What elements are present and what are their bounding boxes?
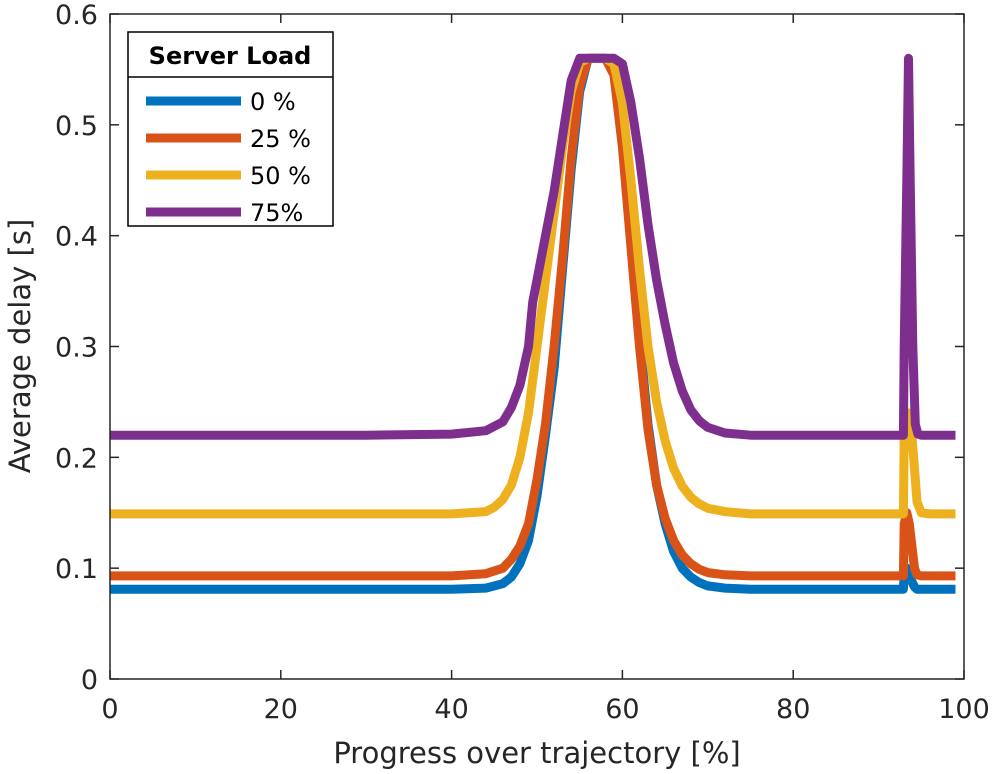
series-line-1 [110,53,956,581]
x-tick-label: 100 [938,694,990,725]
legend: Server Load 0 % 25 % 50 % 75% [127,31,334,227]
y-tick-label: 0.3 [55,333,98,364]
y-tick-label: 0.1 [55,554,98,585]
y-tick-label: 0 [81,665,98,696]
series-line-2 [110,53,956,519]
y-tick-label: 0.4 [55,222,98,253]
y-tick-label: 0.5 [55,111,98,142]
legend-label-3: 75% [250,199,303,227]
series-line-3 [110,53,956,440]
x-tick-label: 60 [605,694,639,725]
x-tick-label: 20 [264,694,298,725]
x-axis-label: Progress over trajectory [%] [333,736,740,770]
y-tick-label: 0.6 [55,0,98,31]
legend-label-2: 50 % [250,162,311,190]
x-tick-label: 80 [776,694,810,725]
y-axis-label: Average delay [s] [3,219,37,474]
legend-title: Server Load [149,42,312,70]
axis-ticks: 0 20 40 60 80 100 0 0.1 0.2 0.3 0.4 0.5 0.6 [55,0,990,725]
y-tick-label: 0.2 [55,443,98,474]
x-tick-label: 0 [101,694,118,725]
x-tick-label: 40 [434,694,468,725]
legend-label-0: 0 % [250,88,296,116]
plot-lines [110,53,956,594]
legend-box [127,31,334,227]
legend-label-1: 25 % [250,125,311,153]
legend-items: 0 % 25 % 50 % 75% [146,88,311,227]
